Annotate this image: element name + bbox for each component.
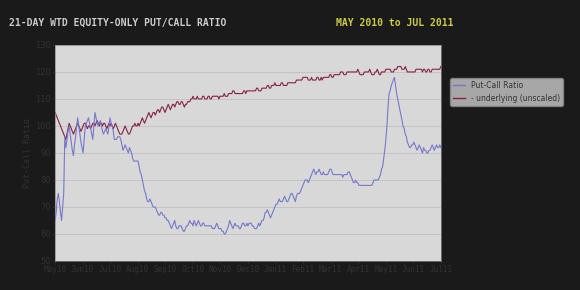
Text: 21-DAY WTD EQUITY-ONLY PUT/CALL RATIO: 21-DAY WTD EQUITY-ONLY PUT/CALL RATIO (9, 18, 226, 28)
Y-axis label: Put-Call Ratio: Put-Call Ratio (23, 118, 32, 188)
Legend: Put-Call Ratio, - underlying (unscaled): Put-Call Ratio, - underlying (unscaled) (450, 78, 563, 106)
Text: MAY 2010 to JUL 2011: MAY 2010 to JUL 2011 (336, 18, 454, 28)
